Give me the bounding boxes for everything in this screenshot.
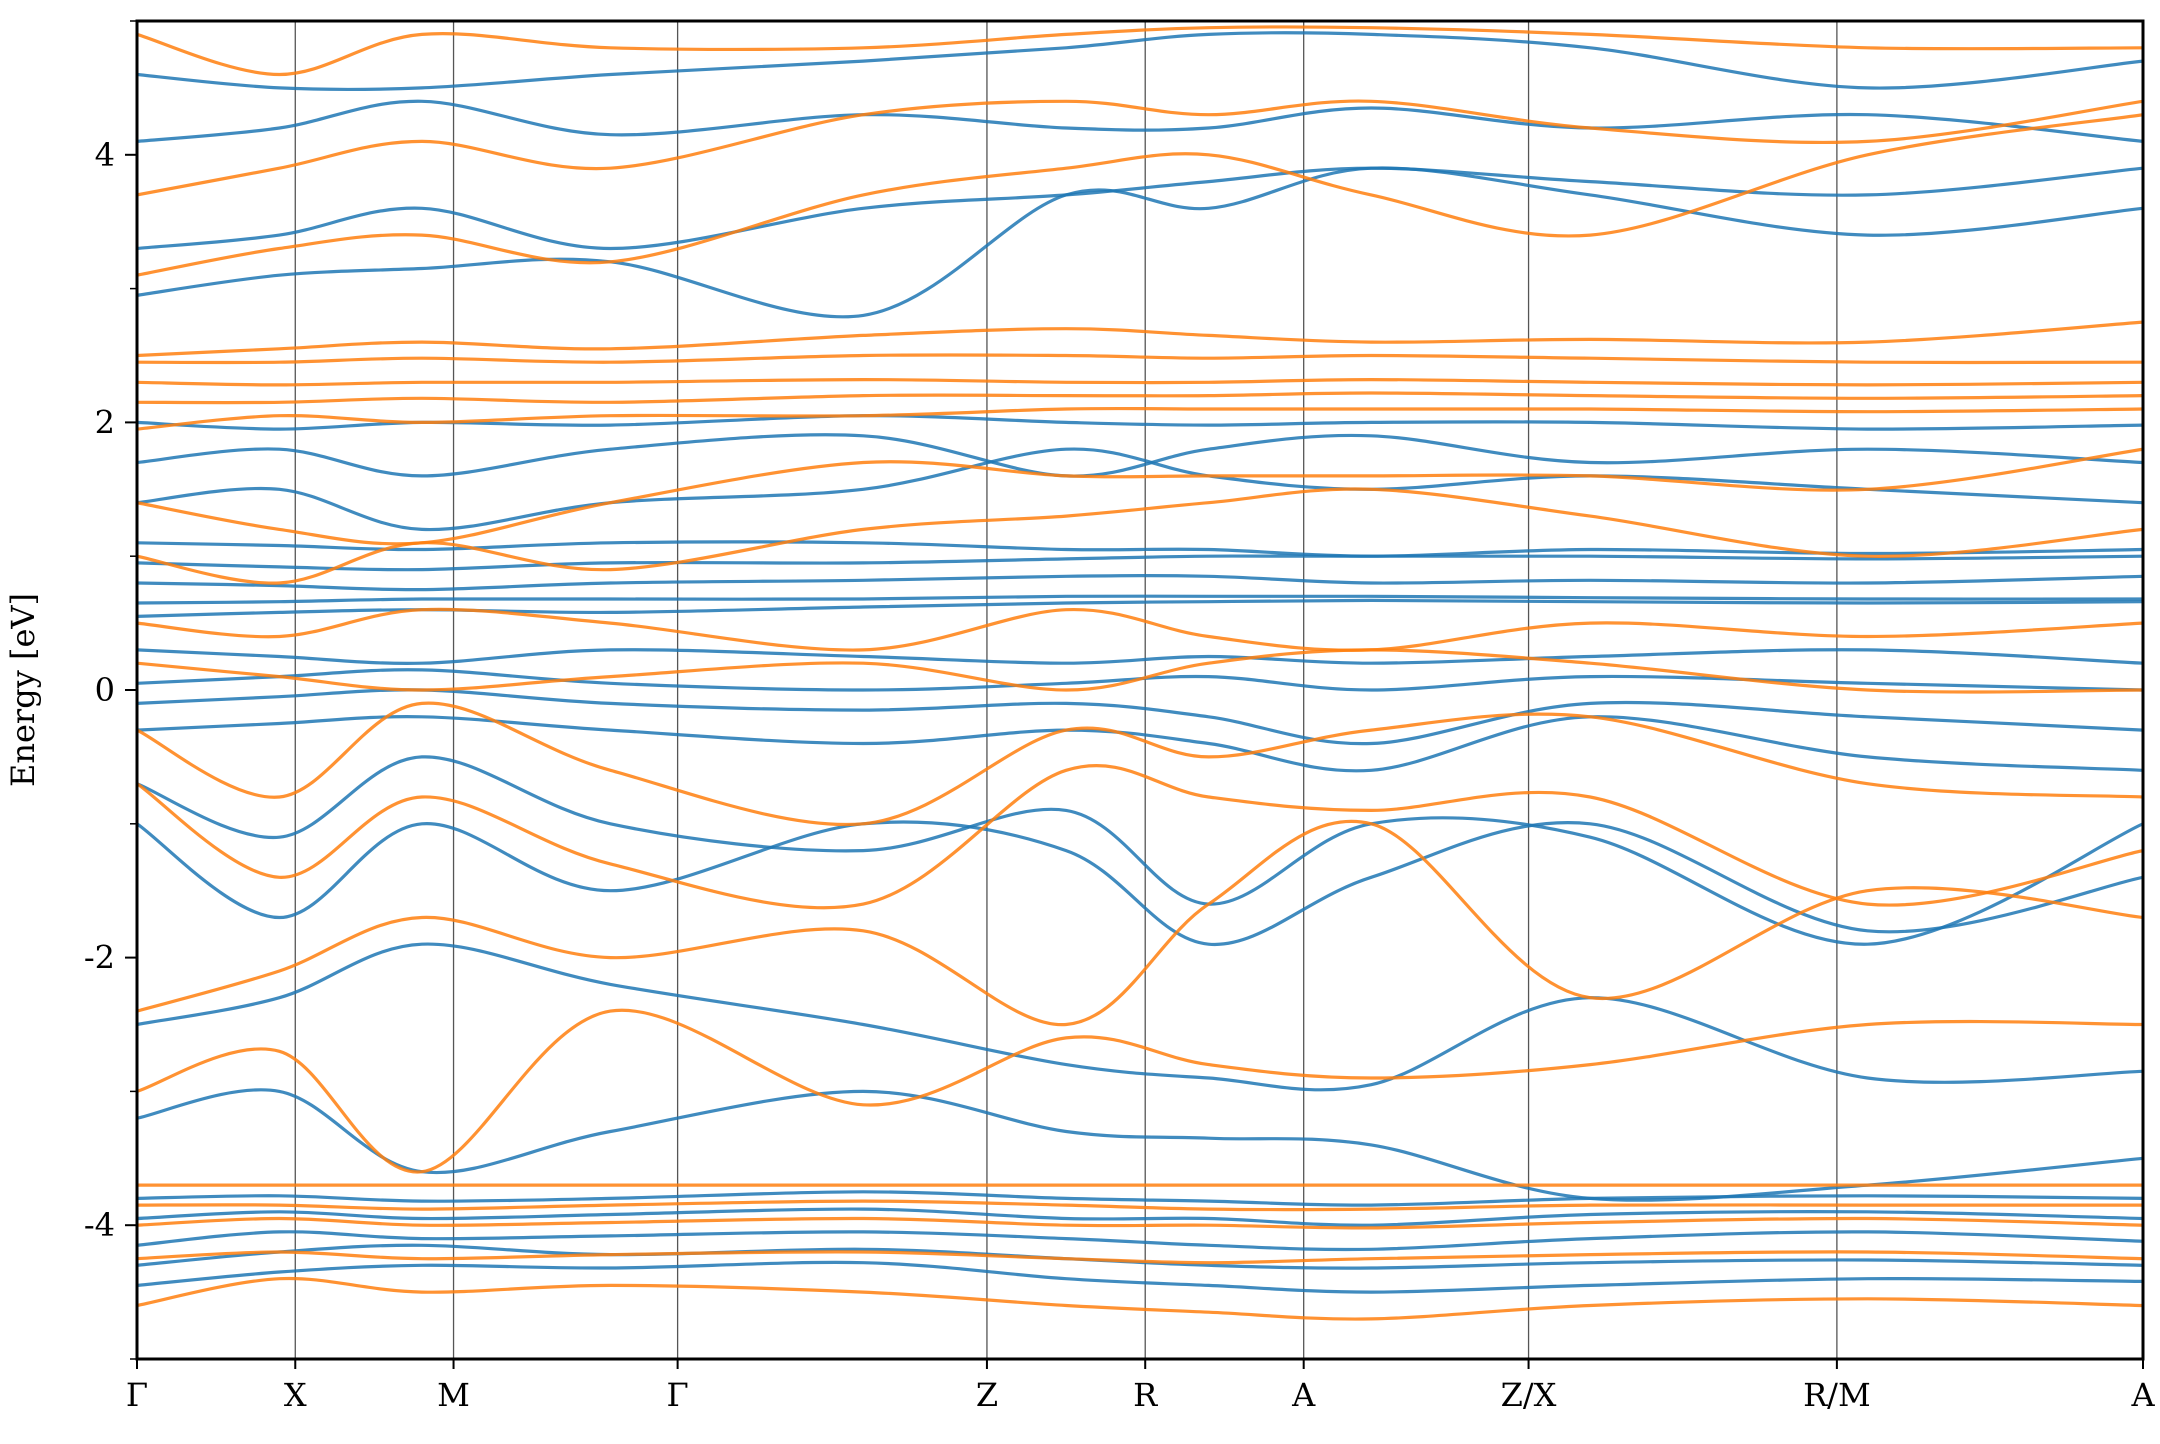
- band-line-spin-down: [137, 819, 2143, 1027]
- band-line-spin-up: [137, 715, 2143, 773]
- band-line-spin-up: [137, 755, 2143, 946]
- band-line-spin-up: [137, 574, 2143, 592]
- x-tick-label: R/M: [1803, 1376, 1871, 1414]
- band-line-spin-up: [137, 1260, 2143, 1294]
- y-tick-label: 4: [95, 136, 115, 174]
- band-line-spin-up: [137, 1088, 2143, 1202]
- band-line-spin-down: [137, 99, 2143, 197]
- x-tick-label: Γ: [126, 1376, 148, 1414]
- y-tick-label: -2: [84, 939, 115, 977]
- x-tick-label: Z: [976, 1376, 998, 1414]
- y-tick-label: -4: [84, 1206, 115, 1244]
- x-tick-label: X: [284, 1376, 307, 1414]
- x-tick-label: A: [2130, 1376, 2155, 1414]
- band-line-spin-down: [137, 764, 2143, 910]
- x-tick-label: A: [1291, 1376, 1316, 1414]
- band-line-spin-down: [137, 353, 2143, 365]
- band-line-spin-up: [137, 554, 2143, 572]
- band-line-spin-down: [137, 1216, 2143, 1230]
- y-tick-label: 2: [95, 403, 115, 441]
- x-tick-label: Γ: [667, 1376, 689, 1414]
- band-line-spin-down: [137, 607, 2143, 652]
- x-tick-label: R: [1133, 1376, 1158, 1414]
- band-line-spin-up: [137, 166, 2143, 319]
- band-line-spin-down: [137, 701, 2143, 827]
- band-line-spin-down: [137, 25, 2143, 77]
- band-line-spin-down: [137, 447, 2143, 546]
- band-line-spin-up: [137, 99, 2143, 143]
- band-line-spin-up: [137, 447, 2143, 532]
- band-line-spin-down: [137, 377, 2143, 387]
- band-line-spin-down: [137, 1008, 2143, 1174]
- band-line-spin-down: [137, 1250, 2143, 1265]
- band-line-spin-up: [137, 540, 2143, 558]
- x-axis-ticks: Γ X M Γ Z R A Z/X R/M A: [126, 1359, 2155, 1414]
- band-line-spin-up: [137, 1230, 2143, 1252]
- band-line-spin-up: [137, 942, 2143, 1092]
- band-line-spin-down: [137, 391, 2143, 405]
- band-line-spin-down: [137, 1199, 2143, 1212]
- band-line-spin-up: [137, 433, 2143, 478]
- y-axis-label: Energy [eV]: [4, 593, 42, 787]
- band-line-spin-up: [137, 594, 2143, 605]
- band-line-spin-up: [137, 820, 2143, 946]
- x-tick-label: Z/X: [1501, 1376, 1557, 1414]
- y-axis-ticks: -4 -2 0 2 4: [84, 20, 137, 1360]
- band-line-spin-down: [137, 1276, 2143, 1321]
- band-line-spin-up: [137, 166, 2143, 251]
- band-line-spin-up: [137, 1190, 2143, 1207]
- band-line-spin-down: [137, 406, 2143, 431]
- x-tick-label: M: [437, 1376, 470, 1414]
- band-line-spin-down: [137, 113, 2143, 277]
- band-line-spin-down: [137, 648, 2143, 694]
- band-line-spin-up: [137, 31, 2143, 92]
- band-line-spin-up: [137, 1207, 2143, 1227]
- band-lines: [137, 25, 2143, 1321]
- band-line-spin-up: [137, 648, 2143, 665]
- band-line-spin-down: [137, 320, 2143, 358]
- y-tick-label: 0: [95, 671, 115, 709]
